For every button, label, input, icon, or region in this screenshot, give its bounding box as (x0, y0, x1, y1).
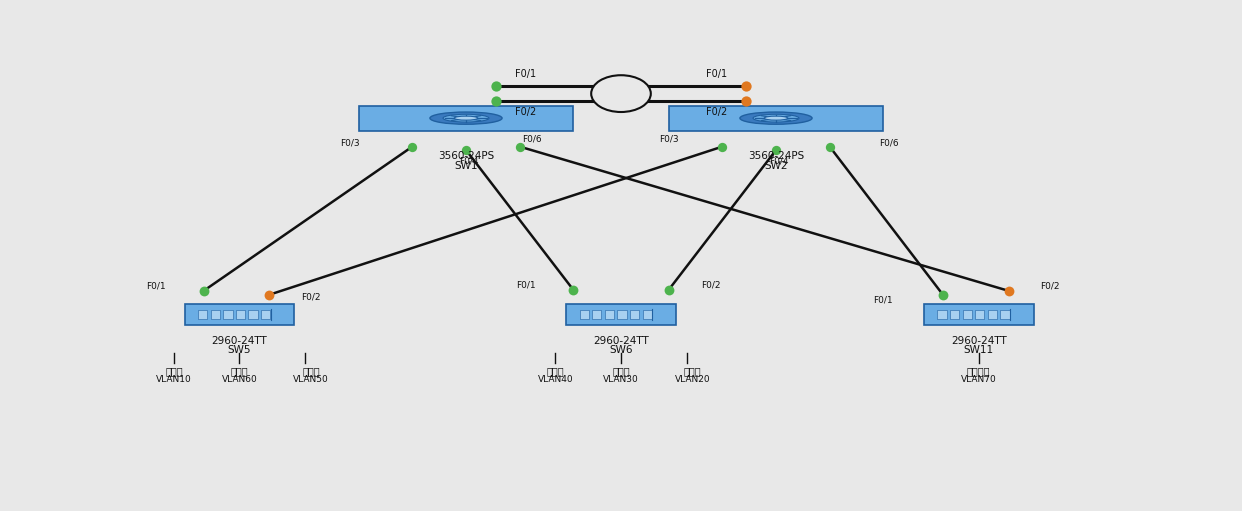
Text: F0/2: F0/2 (700, 281, 720, 289)
Text: 教学部: 教学部 (546, 366, 564, 376)
Text: F0/6: F0/6 (879, 138, 899, 147)
FancyBboxPatch shape (236, 310, 245, 319)
Text: F0/3: F0/3 (340, 138, 360, 147)
Text: SW5: SW5 (227, 345, 251, 355)
Point (194, 287, 214, 295)
Point (737, 97, 756, 105)
FancyBboxPatch shape (1000, 310, 1010, 319)
FancyBboxPatch shape (924, 304, 1033, 324)
Text: F0/2: F0/2 (1041, 282, 1059, 290)
Text: F0/4: F0/4 (458, 156, 478, 166)
Text: F0/1: F0/1 (147, 282, 166, 290)
FancyBboxPatch shape (199, 310, 207, 319)
Text: 3560-24PS: 3560-24PS (748, 151, 804, 161)
FancyBboxPatch shape (580, 310, 589, 319)
Point (737, 82, 756, 90)
Text: 2960-24TT: 2960-24TT (211, 336, 267, 346)
Text: F0/1: F0/1 (515, 69, 537, 79)
Text: 咨询部: 咨询部 (302, 366, 319, 376)
Text: F0/2: F0/2 (302, 293, 320, 301)
Ellipse shape (740, 112, 812, 124)
Text: F0/2: F0/2 (705, 107, 727, 117)
Text: VLAN10: VLAN10 (156, 375, 191, 384)
Ellipse shape (455, 116, 478, 120)
Text: 2960-24TT: 2960-24TT (951, 336, 1006, 346)
FancyBboxPatch shape (950, 310, 959, 319)
Point (402, 143, 422, 151)
Text: VLAN70: VLAN70 (961, 375, 996, 384)
FancyBboxPatch shape (261, 310, 271, 319)
FancyBboxPatch shape (566, 304, 676, 324)
Text: 教务部: 教务部 (612, 366, 630, 376)
FancyBboxPatch shape (642, 310, 652, 319)
Text: SW2: SW2 (764, 161, 787, 171)
Ellipse shape (764, 116, 787, 120)
Text: SW11: SW11 (964, 345, 994, 355)
Ellipse shape (443, 114, 489, 122)
FancyBboxPatch shape (605, 310, 614, 319)
Text: SW1: SW1 (455, 161, 478, 171)
FancyBboxPatch shape (975, 310, 985, 319)
FancyBboxPatch shape (224, 310, 232, 319)
Text: 财务部: 财务部 (684, 366, 702, 376)
Point (658, 286, 678, 294)
Point (486, 97, 505, 105)
Point (564, 286, 584, 294)
Text: 2960-24TT: 2960-24TT (594, 336, 648, 346)
Text: F0/6: F0/6 (522, 135, 542, 144)
Text: SW6: SW6 (610, 345, 632, 355)
Text: F0/1: F0/1 (705, 69, 727, 79)
Ellipse shape (430, 112, 502, 124)
Text: VLAN30: VLAN30 (604, 375, 638, 384)
FancyBboxPatch shape (987, 310, 997, 319)
Point (456, 146, 476, 154)
Text: VLAN20: VLAN20 (674, 375, 710, 384)
Text: F0/3: F0/3 (658, 135, 678, 144)
FancyBboxPatch shape (592, 310, 601, 319)
FancyBboxPatch shape (617, 310, 627, 319)
Text: 教学区: 教学区 (165, 366, 183, 376)
Point (999, 287, 1018, 295)
Point (766, 146, 786, 154)
FancyBboxPatch shape (248, 310, 257, 319)
Point (820, 143, 840, 151)
Point (486, 82, 505, 90)
Text: F0/1: F0/1 (515, 281, 535, 289)
Text: 3560-24PS: 3560-24PS (438, 151, 494, 161)
FancyBboxPatch shape (668, 106, 883, 131)
Ellipse shape (591, 75, 651, 112)
FancyBboxPatch shape (211, 310, 220, 319)
Text: VLAN60: VLAN60 (221, 375, 257, 384)
FancyBboxPatch shape (963, 310, 971, 319)
Ellipse shape (753, 114, 799, 122)
Text: F0/2: F0/2 (515, 107, 537, 117)
Point (933, 291, 953, 299)
Text: F0/1: F0/1 (873, 295, 893, 304)
Text: VLAN40: VLAN40 (538, 375, 574, 384)
Text: F0/4: F0/4 (769, 156, 789, 166)
Text: 市场部: 市场部 (231, 366, 248, 376)
Text: VLAN50: VLAN50 (293, 375, 329, 384)
Point (260, 291, 279, 299)
FancyBboxPatch shape (359, 106, 574, 131)
FancyBboxPatch shape (938, 310, 946, 319)
Point (509, 143, 529, 151)
Point (713, 143, 733, 151)
FancyBboxPatch shape (185, 304, 294, 324)
FancyBboxPatch shape (630, 310, 640, 319)
Text: 服务器群: 服务器群 (968, 366, 990, 376)
